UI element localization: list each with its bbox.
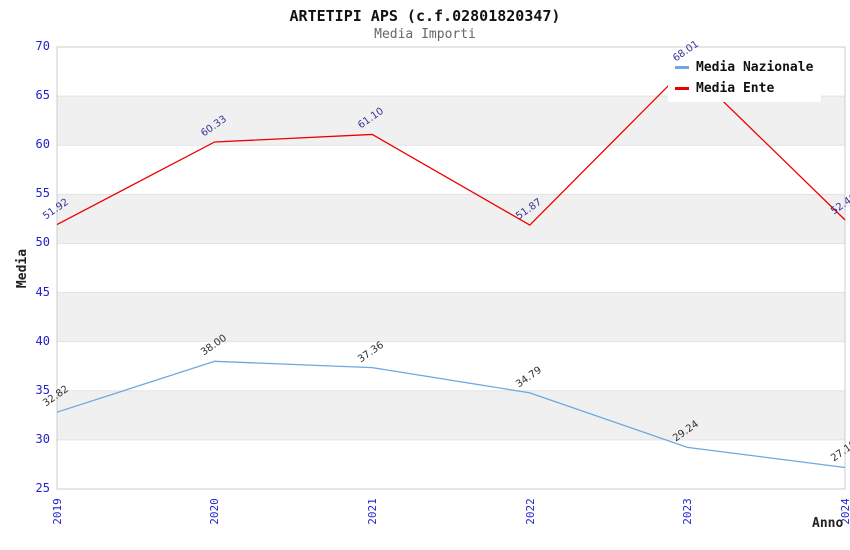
y-tick-label: 70 — [35, 39, 50, 53]
y-tick-label: 25 — [35, 481, 50, 495]
plot-band — [57, 194, 845, 244]
y-tick-label: 35 — [35, 382, 50, 397]
legend-swatch-media-nazionale — [675, 66, 689, 69]
x-tick-label-text: 2023 — [680, 497, 694, 525]
y-tick-label: 55 — [35, 186, 50, 201]
x-axis-title: Anno — [812, 516, 844, 531]
x-tick-label-text: 2022 — [523, 497, 537, 525]
x-tick-label: 2023 — [672, 495, 702, 527]
plot-band — [57, 96, 845, 146]
chart-subtitle: Media Importi — [374, 27, 476, 42]
x-tick-label-text: 2020 — [208, 497, 222, 525]
y-tick-label: 40 — [35, 333, 50, 348]
x-tick-label: 2022 — [515, 495, 545, 527]
x-tick-label: 2020 — [200, 495, 230, 527]
line-media-nazionale — [56, 360, 846, 469]
plot-band — [57, 390, 845, 440]
chart-title: ARTETIPI APS (c.f.02801820347) — [289, 7, 561, 25]
legend-label-media-ente: Media Ente — [696, 81, 775, 96]
legend-item-media-ente: Media Ente — [675, 81, 813, 96]
y-tick-label: 65 — [35, 88, 50, 103]
legend-swatch-media-ente — [675, 87, 689, 90]
y-tick-label: 50 — [35, 235, 50, 250]
x-tick-label-text: 2019 — [50, 497, 64, 525]
y-tick-label: 60 — [35, 137, 50, 152]
legend: Media Nazionale Media Ente — [668, 55, 822, 102]
y-tick-label: 30 — [35, 431, 50, 446]
plot-band — [57, 292, 845, 342]
plot-border — [56, 46, 846, 490]
x-tick-label: 2021 — [357, 495, 387, 527]
legend-label-media-nazionale: Media Nazionale — [696, 60, 814, 75]
x-tick-label: 2019 — [42, 495, 72, 527]
legend-item-media-nazionale: Media Nazionale — [675, 60, 813, 75]
x-tick-label-text: 2021 — [365, 497, 379, 525]
y-axis-title-text: Media — [15, 248, 31, 288]
y-tick-label: 45 — [35, 284, 50, 299]
